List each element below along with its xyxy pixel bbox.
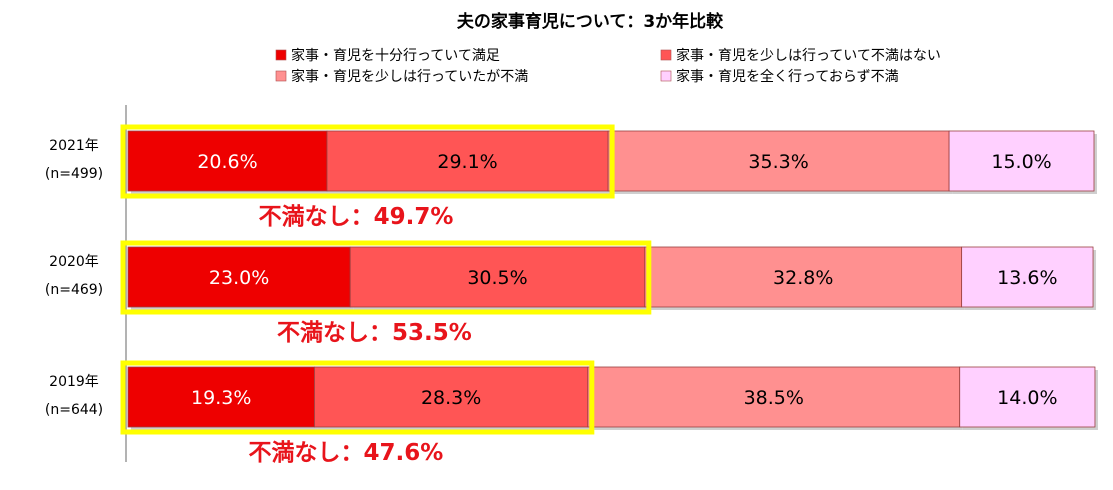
plot-area: 2021年 (n=499) 20.6% 29.1% 35.3% 15.0% 不満なし：49.…: [45, 124, 1098, 466]
highlight-box: [120, 240, 652, 315]
legend: 家事・育児を十分行っていて満足 家事・育児を少しは行っていて不満はない家事・育児を…: [275, 47, 941, 85]
bar-value-label: 35.3%: [748, 151, 808, 173]
bar-value-label: 29.1%: [437, 151, 497, 173]
highlight-box: [120, 360, 595, 435]
bar-segment: [959, 366, 1096, 428]
bar-value-label: 38.5%: [744, 387, 804, 409]
legend-label-2: 家事・育児を少しは行っていて不満はない: [676, 47, 941, 64]
bar-segment: [644, 246, 963, 308]
bar-segment: [948, 130, 1095, 192]
bar-segment: [127, 246, 351, 308]
bar-value-label: 15.0%: [991, 151, 1051, 173]
legend-swatch-2: [660, 49, 672, 61]
bar-segment: [314, 366, 589, 428]
bar-value-label: 14.0%: [997, 387, 1057, 409]
bar-value-label: 20.6%: [197, 151, 257, 173]
bar-value-label: 32.8%: [773, 267, 833, 289]
bar-segment: [349, 246, 646, 308]
category-n-label: (n=499): [45, 166, 103, 182]
bar-value-label: 13.6%: [997, 267, 1057, 289]
annotation-label: 不満なし：49.7%: [259, 204, 454, 230]
category-n-label: (n=469): [45, 282, 103, 298]
legend-swatch-3: [275, 70, 287, 82]
legend-label-1: 家事・育児を十分行っていて満足: [291, 47, 500, 64]
bar-segment: [127, 366, 315, 428]
category-n-label: (n=644): [45, 402, 103, 418]
bar-value-label: 19.3%: [191, 387, 251, 409]
chart-title: 夫の家事育児について：3か年比較: [457, 11, 724, 32]
bar-value-label: 23.0%: [209, 267, 269, 289]
bar-segment: [326, 130, 609, 192]
bar-segment: [127, 130, 328, 192]
bar-value-label: 30.5%: [467, 267, 527, 289]
bar-segment: [607, 130, 950, 192]
legend-swatch-4: [660, 70, 672, 82]
bar-segment: [961, 246, 1094, 308]
category-year-label: 2019年: [49, 374, 99, 390]
highlight-box: [120, 124, 615, 199]
legend-label-4: 家事・育児を全く行っておらず不満: [676, 68, 899, 85]
bar-value-label: 28.3%: [421, 387, 481, 409]
category-year-label: 2020年: [49, 254, 99, 270]
legend-label-3: 家事・育児を少しは行っていたが不満: [291, 68, 528, 85]
legend-swatch-1: [275, 49, 287, 61]
annotation-label: 不満なし：47.6%: [249, 440, 444, 466]
annotation-label: 不満なし：53.5%: [277, 320, 472, 346]
category-year-label: 2021年: [49, 138, 99, 154]
